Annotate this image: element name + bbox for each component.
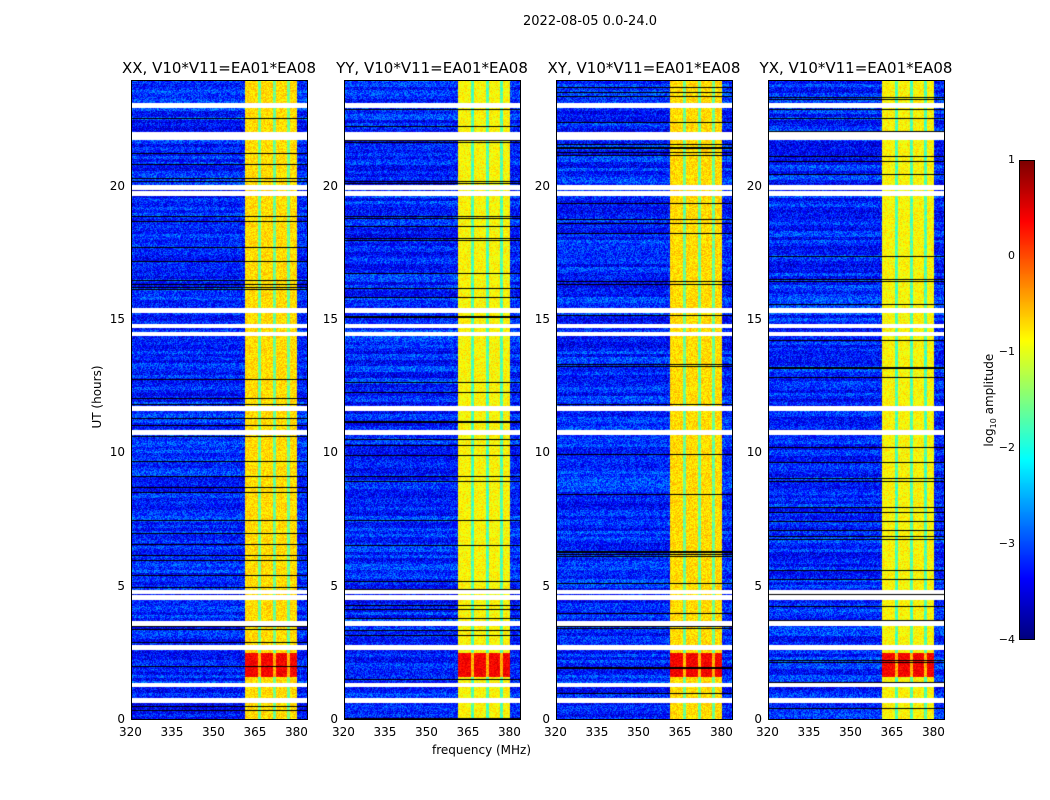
x-axis-label: frequency (MHz) bbox=[432, 743, 532, 757]
figure-title: 2022-08-05 0.0-24.0 bbox=[523, 14, 657, 29]
heatmap-cells bbox=[769, 81, 944, 719]
y-tick-label: 20 bbox=[746, 178, 762, 193]
x-tick-label: 380 bbox=[497, 725, 521, 739]
colorbar-tick-label: −4 bbox=[998, 633, 1015, 646]
y-tick-label: 0 bbox=[117, 712, 125, 726]
y-tick-label: 10 bbox=[534, 445, 550, 460]
colorbar-label: log10 amplitude bbox=[981, 353, 999, 447]
x-tick-label: 320 bbox=[544, 725, 567, 739]
heatmap-panel bbox=[556, 80, 733, 720]
y-tick-label: 10 bbox=[109, 445, 125, 460]
x-tick-label: 380 bbox=[284, 725, 308, 739]
colorbar-tick-label: 1 bbox=[1008, 153, 1015, 166]
x-tick-label: 350 bbox=[414, 725, 438, 739]
x-tick-label: 335 bbox=[797, 725, 821, 739]
y-tick-label: 20 bbox=[109, 178, 125, 193]
y-tick-label: 20 bbox=[322, 178, 338, 193]
y-tick-label: 0 bbox=[542, 712, 550, 726]
colorbar-tick-label: −1 bbox=[998, 345, 1015, 358]
y-tick-label: 15 bbox=[322, 312, 338, 326]
heatmap-cells bbox=[557, 81, 732, 719]
y-tick-label: 20 bbox=[534, 178, 550, 193]
colorbar-tick-label: −3 bbox=[998, 537, 1015, 550]
heatmap-cells bbox=[132, 81, 307, 719]
colorbar-tick-label: 0 bbox=[1008, 249, 1015, 262]
heatmap-panel bbox=[131, 80, 308, 720]
y-tick-label: 10 bbox=[322, 445, 338, 460]
x-tick-label: 335 bbox=[373, 725, 397, 739]
y-tick-label: 5 bbox=[330, 578, 338, 593]
x-tick-label: 380 bbox=[709, 725, 733, 739]
heatmap-cells bbox=[345, 81, 520, 719]
x-tick-label: 380 bbox=[921, 725, 945, 739]
x-tick-label: 335 bbox=[585, 725, 609, 739]
panel-title: YX, V10*V11=EA01*EA08 bbox=[759, 59, 953, 77]
x-tick-label: 350 bbox=[626, 725, 650, 739]
y-tick-label: 15 bbox=[746, 312, 762, 326]
x-tick-label: 365 bbox=[668, 725, 692, 739]
y-tick-label: 5 bbox=[117, 578, 125, 593]
x-tick-label: 320 bbox=[332, 725, 355, 739]
colorbar-tick-label: −2 bbox=[998, 441, 1015, 454]
x-tick-label: 320 bbox=[756, 725, 779, 739]
x-tick-label: 335 bbox=[160, 725, 184, 739]
x-tick-label: 350 bbox=[838, 725, 862, 739]
y-tick-label: 5 bbox=[754, 578, 762, 593]
x-tick-label: 365 bbox=[243, 725, 267, 739]
y-tick-label: 10 bbox=[746, 445, 762, 460]
panel-title: XX, V10*V11=EA01*EA08 bbox=[121, 59, 316, 77]
panel-title: XY, V10*V11=EA01*EA08 bbox=[547, 59, 741, 77]
x-tick-label: 320 bbox=[119, 725, 142, 739]
colorbar bbox=[1019, 160, 1035, 640]
y-tick-label: 15 bbox=[109, 312, 125, 326]
y-tick-label: 5 bbox=[542, 578, 550, 593]
y-tick-label: 0 bbox=[754, 712, 762, 726]
x-tick-label: 365 bbox=[456, 725, 480, 739]
heatmap-panel bbox=[344, 80, 521, 720]
x-tick-label: 365 bbox=[880, 725, 904, 739]
panel-title: YY, V10*V11=EA01*EA08 bbox=[336, 59, 528, 77]
heatmap-panel bbox=[768, 80, 945, 720]
y-tick-label: 15 bbox=[534, 312, 550, 326]
y-axis-label: UT (hours) bbox=[90, 365, 104, 429]
y-tick-label: 0 bbox=[330, 712, 338, 726]
x-tick-label: 350 bbox=[201, 725, 225, 739]
